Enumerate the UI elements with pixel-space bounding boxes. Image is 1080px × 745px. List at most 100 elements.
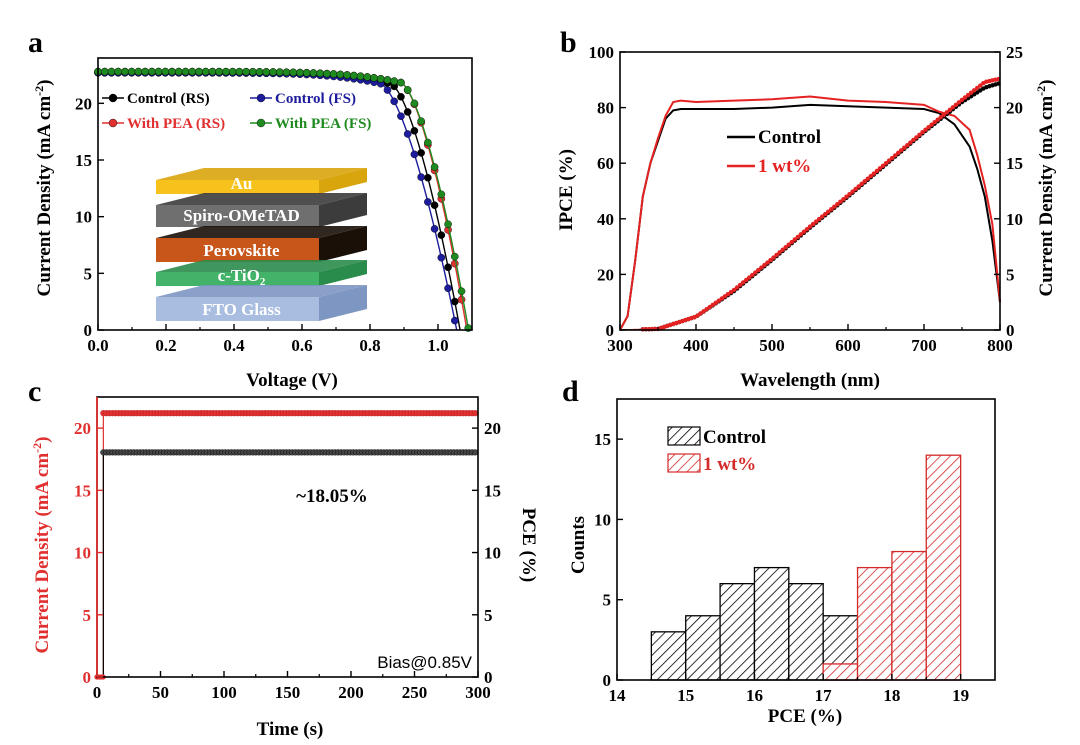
integrated-point bbox=[865, 176, 870, 181]
integrated-point bbox=[832, 204, 837, 209]
integrated-point bbox=[743, 277, 749, 283]
integrated-point bbox=[853, 186, 858, 192]
integrated-point bbox=[883, 161, 889, 166]
y2-b-tick-label: 5 bbox=[1006, 265, 1015, 284]
ylabel-a: Current Density (mA cm-2) bbox=[32, 79, 55, 296]
y-a-tick-label: 15 bbox=[75, 151, 92, 170]
ylabel-b: IPCE (%) bbox=[556, 149, 577, 231]
layer-side bbox=[319, 168, 367, 194]
jv-point bbox=[148, 67, 156, 76]
x-d-tick-label: 18 bbox=[883, 686, 900, 705]
integrated-point bbox=[777, 250, 782, 255]
x-a-tick-label: 0.0 bbox=[87, 336, 108, 355]
x-b-tick-label: 400 bbox=[683, 336, 709, 355]
jv-point bbox=[262, 68, 271, 76]
y2label-c: PCE (%) bbox=[518, 508, 539, 582]
integrated-point bbox=[947, 107, 953, 112]
jv-point bbox=[107, 67, 116, 76]
xlabel-d: PCE (%) bbox=[768, 706, 842, 727]
integrated-point bbox=[734, 285, 740, 290]
integrated-point bbox=[877, 166, 883, 171]
legend-d-label: 1 wt% bbox=[703, 454, 756, 475]
panel-label-d: d bbox=[562, 375, 579, 408]
plot-frame-c bbox=[96, 396, 479, 678]
integrated-point bbox=[938, 115, 943, 120]
integrated-point bbox=[971, 88, 977, 93]
panel-label-b: b bbox=[560, 26, 577, 59]
x-c-tick-label: 200 bbox=[338, 683, 364, 702]
jv-curves bbox=[94, 67, 473, 332]
x-c-tick-label: 50 bbox=[152, 683, 169, 702]
jv-point bbox=[417, 117, 425, 125]
jv-point bbox=[249, 67, 257, 76]
integrated-point bbox=[959, 97, 965, 103]
y-b-tick-label: 100 bbox=[589, 43, 615, 62]
xlabel-b: Wavelength (nm) bbox=[740, 370, 880, 391]
jv-point bbox=[444, 220, 452, 229]
jv-point bbox=[450, 297, 459, 306]
integrated-point bbox=[792, 237, 797, 242]
layer-front bbox=[156, 238, 319, 262]
jv-point bbox=[437, 231, 446, 239]
jv-point bbox=[154, 67, 163, 76]
bar-control bbox=[753, 566, 790, 681]
integrated-point bbox=[895, 150, 901, 156]
jv-point bbox=[275, 68, 284, 76]
y2-b-tick-label: 20 bbox=[1006, 99, 1023, 118]
integrated-point bbox=[789, 239, 794, 245]
y-d-tick-label: 0 bbox=[603, 671, 612, 690]
integrated-point bbox=[844, 194, 849, 199]
legend-a-marker bbox=[256, 93, 266, 103]
y-b-tick-label: 60 bbox=[597, 154, 614, 173]
legend-a-marker bbox=[256, 118, 266, 128]
x-d-tick-label: 16 bbox=[746, 686, 763, 705]
integrated-point bbox=[737, 282, 743, 288]
y2-c-tick-label: 10 bbox=[484, 544, 501, 563]
y-c-tick-label: 0 bbox=[83, 668, 92, 687]
jv-point bbox=[457, 287, 466, 296]
integrated-point bbox=[731, 287, 737, 293]
y-b-tick-label: 0 bbox=[606, 321, 615, 340]
jv-point bbox=[450, 316, 459, 325]
layer-front bbox=[156, 272, 319, 286]
x-c-tick-label: 250 bbox=[402, 683, 428, 702]
jv-point bbox=[329, 70, 338, 78]
layer-label: Au bbox=[231, 174, 253, 193]
pce-line bbox=[97, 451, 478, 678]
x-a-tick-label: 0.8 bbox=[359, 336, 380, 355]
jv-point bbox=[430, 201, 439, 210]
panel-d: d 14 15 16 17 18 19 0 5 10 15 Control 1 wt% PCE (%… bbox=[562, 375, 996, 727]
jv-point bbox=[141, 67, 149, 76]
integrated-point bbox=[740, 280, 746, 285]
jv-point bbox=[235, 67, 244, 76]
jv-point bbox=[417, 149, 425, 157]
integrated-line bbox=[619, 82, 1001, 331]
x-a-tick-label: 0.4 bbox=[223, 336, 245, 355]
integrated-point bbox=[859, 181, 864, 187]
y2-c-tick-label: 5 bbox=[484, 606, 493, 625]
jv-point bbox=[370, 74, 378, 82]
legend-b-label: Control bbox=[758, 127, 821, 148]
jv-point bbox=[316, 69, 324, 78]
y-d-tick-label: 5 bbox=[603, 591, 612, 610]
integrated-point bbox=[807, 224, 813, 229]
bar-1wt bbox=[856, 566, 893, 681]
y-c-tick-label: 10 bbox=[74, 544, 91, 563]
plot-frame-b bbox=[619, 51, 1001, 331]
x-d-tick-label: 19 bbox=[952, 686, 969, 705]
layer-top bbox=[156, 260, 367, 272]
x-b-tick-label: 800 bbox=[987, 336, 1013, 355]
jv-point bbox=[302, 68, 311, 77]
integrated-point bbox=[795, 234, 801, 240]
ipce-line bbox=[619, 95, 1001, 331]
integrated-point bbox=[932, 120, 937, 125]
y-c-tick-label: 5 bbox=[83, 606, 92, 625]
layer-top bbox=[156, 226, 367, 238]
jv-point bbox=[397, 92, 405, 101]
legend-a-label: With PEA (FS) bbox=[275, 116, 371, 132]
x-c-tick-label: 0 bbox=[93, 683, 102, 702]
layer-front bbox=[156, 297, 319, 321]
integrated-point bbox=[774, 252, 779, 258]
x-a-tick-label: 0.6 bbox=[291, 336, 312, 355]
